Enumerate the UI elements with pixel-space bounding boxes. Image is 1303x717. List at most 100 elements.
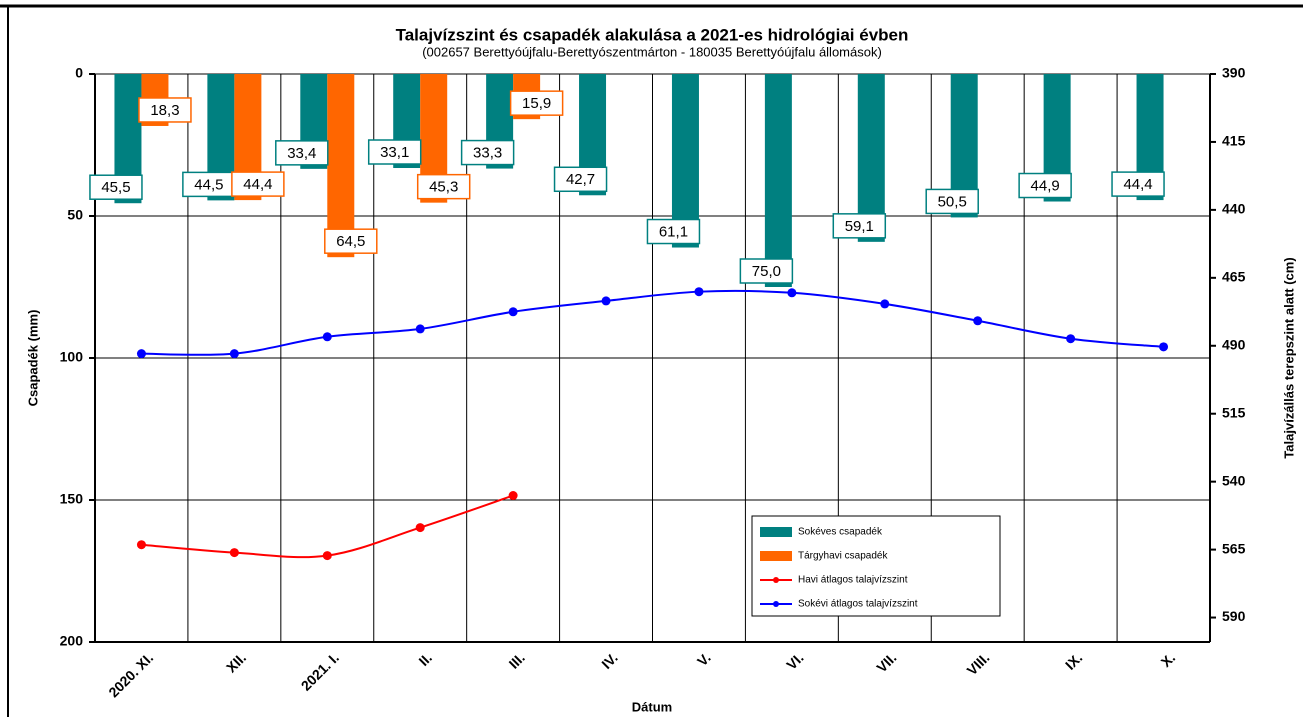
chart-subtitle: (002657 Berettyóújfalu-Berettyószentmárt…: [422, 44, 882, 59]
line-marker: [415, 523, 425, 533]
line-marker: [322, 551, 332, 561]
line-marker: [322, 332, 332, 342]
value-label-box: [509, 90, 564, 116]
x-tick-label: II.: [415, 649, 435, 669]
line-marker: [415, 324, 425, 334]
y-tick-label: 200: [60, 633, 84, 649]
value-label-text: 33,3: [473, 145, 502, 162]
value-label-text: 18,3: [150, 102, 179, 119]
x-tick-label: X.: [1158, 649, 1179, 670]
line-marker: [880, 299, 890, 309]
value-label: 45,3: [416, 173, 471, 200]
y-tick-label: 100: [60, 349, 84, 365]
legend-marker: [773, 577, 779, 583]
chart-title: Talajvízszint és csapadék alakulása a 20…: [396, 25, 909, 44]
y2-tick-label: 490: [1222, 336, 1246, 352]
value-label-box: [832, 213, 887, 239]
value-label: 64,5: [324, 228, 378, 254]
value-label: 44,4: [1111, 171, 1165, 197]
value-label-box: [925, 188, 979, 215]
value-label-text: 59,1: [845, 218, 874, 235]
legend: Sokéves csapadék Tárgyhavi csapadék Havi á…: [751, 515, 1001, 617]
x-tick-label: 2021. I.: [298, 649, 342, 693]
value-label-text: 42,7: [566, 171, 595, 188]
value-label-text: 44,5: [194, 176, 223, 193]
value-label: 33,1: [367, 139, 422, 165]
x-axis-title: Dátum: [632, 699, 672, 714]
y2-tick-label: 515: [1222, 404, 1246, 420]
value-label: 42,7: [553, 166, 608, 193]
value-label-text: 33,1: [380, 144, 409, 161]
y2-tick-label: 390: [1222, 65, 1246, 81]
x-tick-label: III.: [506, 649, 528, 671]
bar: [764, 74, 792, 287]
value-label-box: [324, 228, 378, 254]
y2-tick-label: 465: [1222, 269, 1246, 285]
line-marker: [508, 491, 518, 501]
bar: [671, 74, 699, 248]
value-label-text: 64,5: [336, 233, 365, 250]
y2-tick-label: 590: [1222, 608, 1246, 624]
value-label: 61,1: [646, 218, 701, 245]
value-label: 44,5: [182, 171, 236, 198]
y-axis-title: Csapadék (mm): [25, 310, 40, 407]
x-tick-label: VII.: [873, 649, 899, 675]
line-marker: [136, 540, 146, 550]
value-label: 33,3: [460, 139, 515, 166]
value-label: 44,4: [231, 171, 285, 197]
y2-tick-label: 440: [1222, 201, 1246, 217]
x-tick-label: VIII.: [964, 649, 993, 678]
value-label-box: [416, 173, 471, 200]
value-label-text: 75,0: [752, 263, 781, 280]
line-marker: [508, 307, 518, 317]
x-tick-label: V.: [694, 649, 714, 669]
line-marker: [229, 548, 239, 558]
y2-axis-title: Talajvízállás terepszint alatt (cm): [1281, 257, 1296, 458]
value-label-text: 45,3: [429, 179, 458, 196]
value-label-box: [460, 139, 515, 166]
value-label-box: [138, 97, 192, 123]
value-label: 75,0: [739, 258, 794, 284]
line-marker: [694, 287, 704, 297]
value-label-box: [553, 166, 608, 193]
value-label: 44,9: [1018, 172, 1072, 199]
x-tick-label: 2020. XI.: [105, 649, 156, 700]
y2-tick-label: 415: [1222, 133, 1246, 149]
legend-marker: [773, 601, 779, 607]
line-marker: [229, 349, 239, 359]
value-label-text: 50,5: [938, 193, 967, 210]
legend-swatch: [760, 527, 792, 537]
value-label-text: 15,9: [522, 95, 551, 112]
y2-tick-label: 565: [1222, 540, 1246, 556]
y-tick-label: 50: [67, 207, 83, 223]
value-label-box: [1018, 172, 1072, 199]
value-label: 50,5: [925, 188, 979, 215]
line-marker: [136, 349, 146, 359]
y2-tick-label: 540: [1222, 472, 1246, 488]
line: [141, 494, 514, 559]
value-label-box: [646, 218, 701, 245]
x-tick-label: IV.: [598, 649, 621, 672]
line-marker: [1066, 334, 1076, 344]
line-marker: [601, 296, 611, 306]
legend-swatch: [760, 551, 792, 561]
value-label-text: 44,4: [243, 176, 272, 193]
value-label: 59,1: [832, 213, 887, 239]
value-label-box: [1111, 171, 1165, 197]
legend-label: Havi átlagos talajvízszint: [798, 575, 908, 586]
line: [141, 289, 1164, 356]
line-marker: [787, 288, 797, 298]
legend-label: Tárgyhavi csapadék: [798, 551, 888, 562]
line-marker: [973, 316, 983, 326]
value-label-text: 61,1: [659, 223, 688, 240]
value-label: 33,4: [275, 140, 329, 166]
legend-label: Sokévi átlagos talajvízszint: [798, 599, 918, 610]
value-label-box: [367, 139, 422, 165]
legend-box: [751, 515, 1001, 617]
value-label-box: [89, 174, 143, 200]
value-label: 15,9: [509, 90, 564, 116]
value-label-text: 44,4: [1123, 176, 1152, 193]
x-tick-label: VI.: [783, 649, 806, 672]
x-tick-label: XII.: [223, 649, 249, 675]
